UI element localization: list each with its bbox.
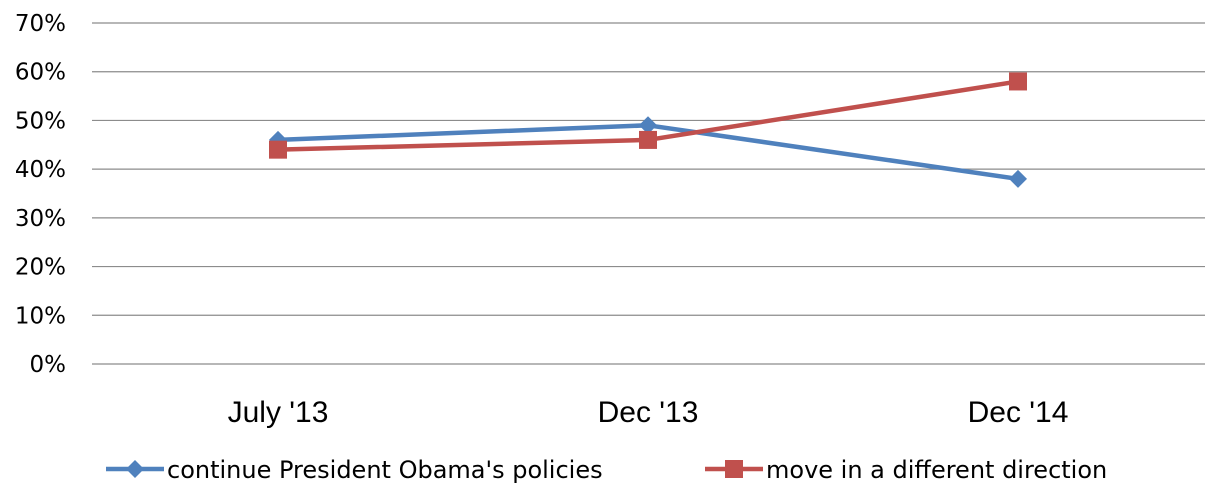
legend-entry-2: move in a different direction — [705, 456, 1107, 484]
y-tick-label: 40% — [15, 157, 66, 183]
y-tick-label: 70% — [15, 11, 66, 37]
data-point — [639, 130, 657, 149]
legend-label: continue President Obama's policies — [167, 456, 603, 484]
y-tick-label: 0% — [30, 352, 67, 378]
data-point — [1009, 72, 1027, 91]
series-2 — [269, 72, 1027, 159]
x-axis-ticks: July '13 Dec '13 Dec '14 — [228, 396, 1069, 429]
x-tick-label: Dec '13 — [598, 396, 699, 429]
legend-marker — [126, 460, 144, 478]
data-point — [269, 140, 287, 159]
data-point — [639, 116, 657, 135]
legend: continue President Obama's policies move … — [106, 456, 1107, 484]
x-tick-label: Dec '14 — [968, 396, 1069, 429]
gridlines — [92, 22, 1205, 365]
series-1 — [269, 116, 1027, 188]
y-tick-label: 50% — [15, 108, 66, 134]
y-tick-label: 30% — [15, 206, 66, 232]
legend-label: move in a different direction — [766, 456, 1107, 484]
x-tick-label: July '13 — [228, 396, 329, 429]
y-tick-label: 60% — [15, 60, 66, 86]
y-tick-label: 20% — [15, 255, 66, 281]
y-tick-label: 10% — [15, 303, 66, 329]
legend-entry-1: continue President Obama's policies — [106, 456, 603, 484]
data-point — [1009, 169, 1027, 188]
y-axis-ticks: 0% 10% 20% 30% 40% 50% 60% 70% — [15, 11, 66, 378]
legend-marker — [725, 460, 743, 478]
series-layer — [269, 72, 1027, 188]
